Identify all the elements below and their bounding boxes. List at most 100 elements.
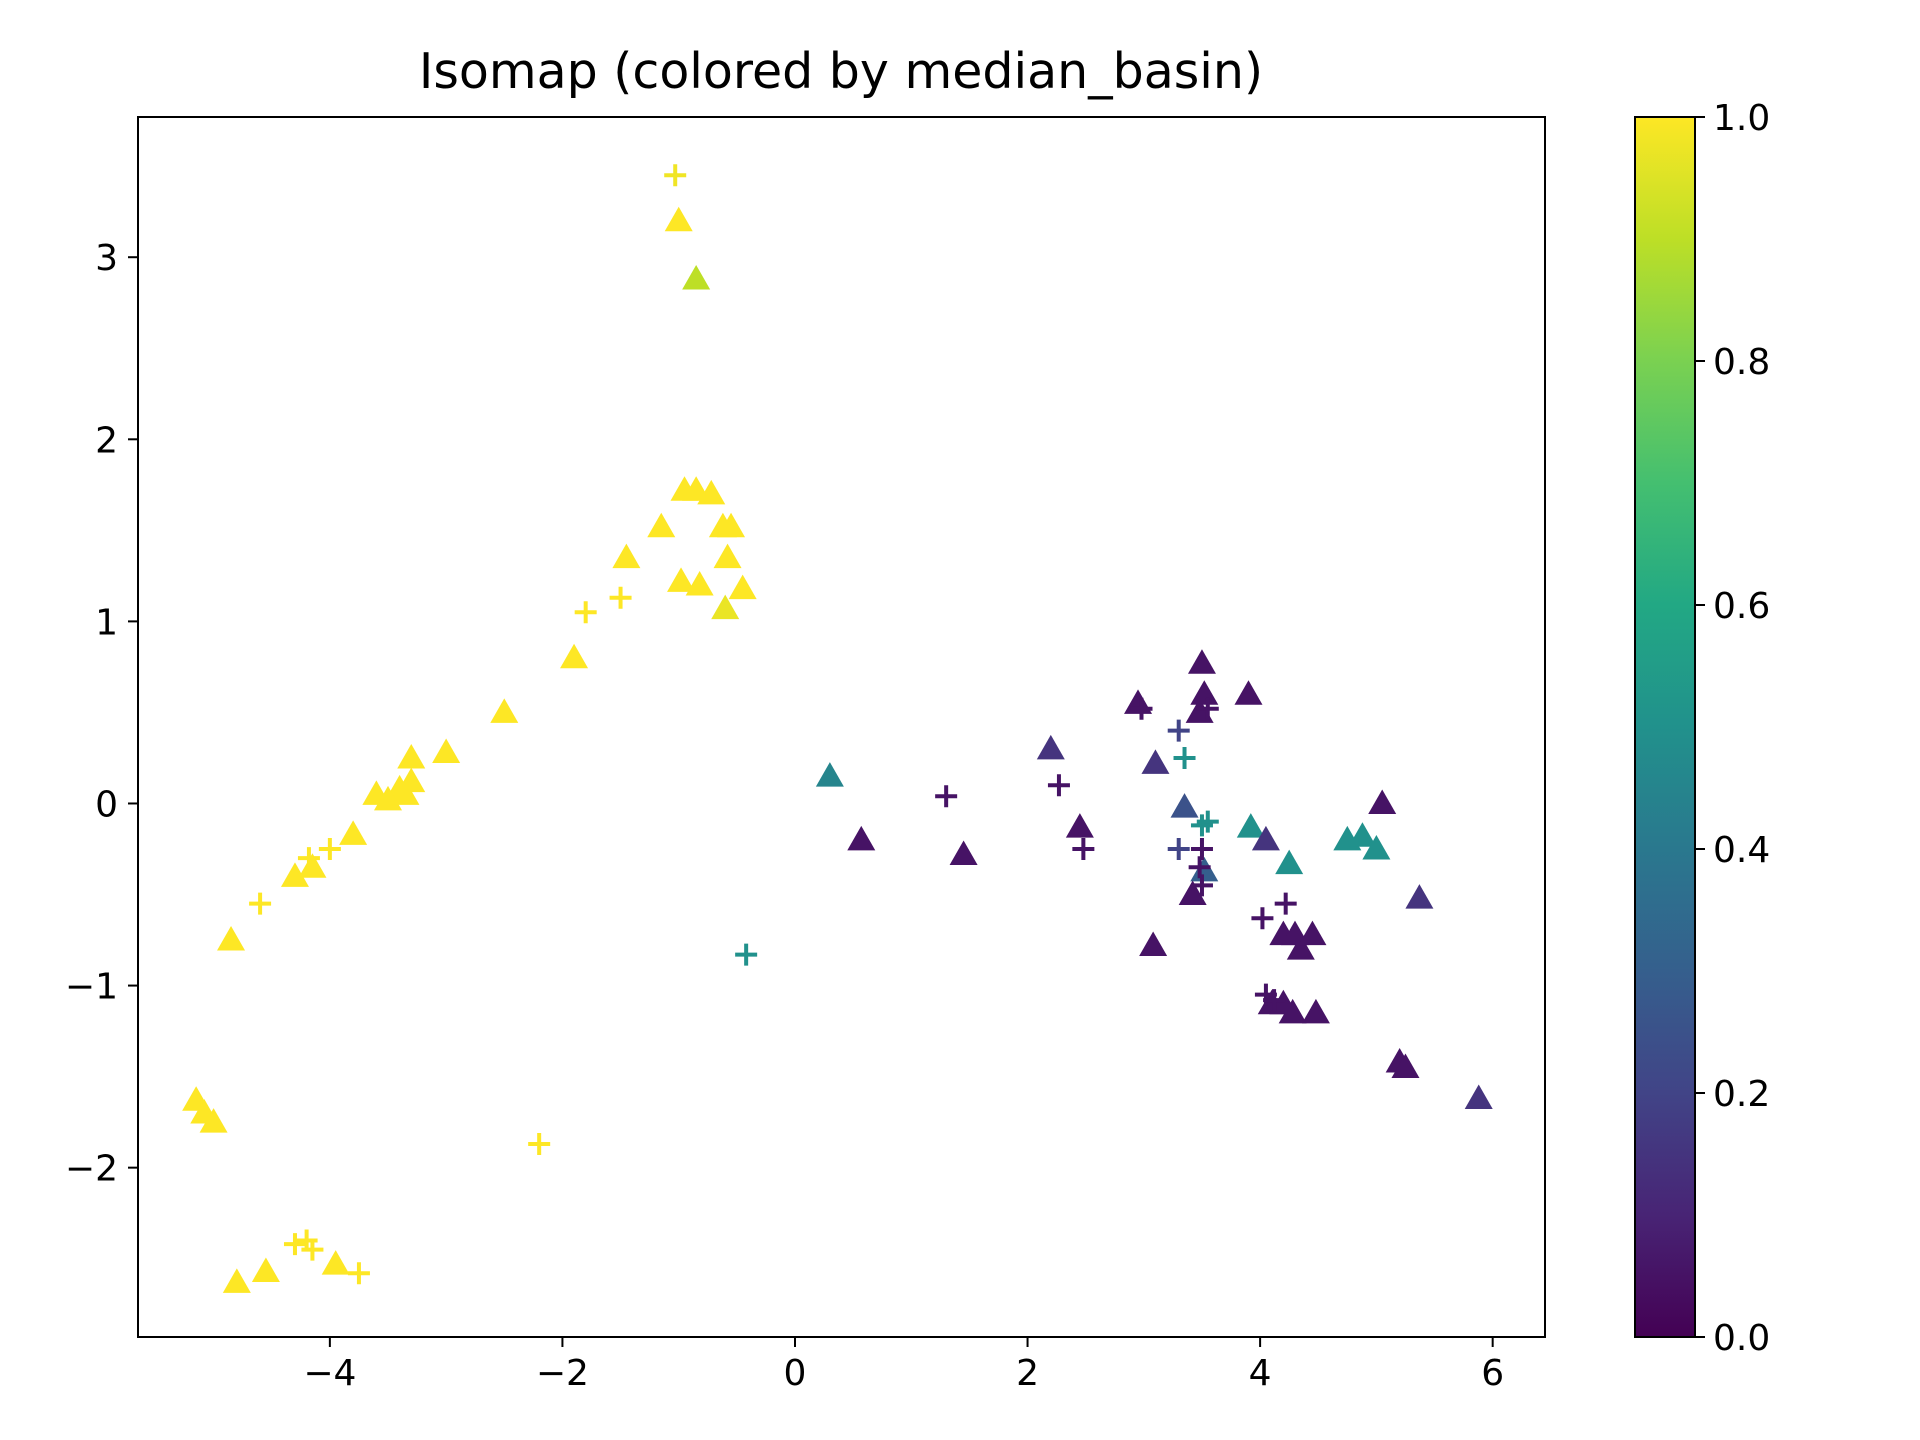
colorbar-axis: 0.0 0.2 0.4 0.6 0.8 1.0 — [1695, 98, 1770, 1359]
data-point-triangle — [717, 512, 746, 538]
colorbar-tick-label: 0.8 — [1713, 342, 1770, 383]
data-point-triangle — [1301, 998, 1330, 1024]
data-point-triangle — [222, 1268, 251, 1293]
data-point-triangle — [949, 840, 978, 865]
data-point-plus — [301, 1238, 324, 1261]
data-point-triangle — [1278, 998, 1307, 1024]
data-point-triangle — [1275, 849, 1304, 875]
data-point-plus — [283, 1233, 306, 1256]
data-point-plus — [318, 838, 341, 860]
data-point-plus — [1190, 874, 1213, 897]
plot-area-frame — [137, 116, 1546, 1338]
x-tick-label: −2 — [536, 1353, 589, 1394]
data-point-triangle — [667, 567, 696, 592]
data-point-triangle — [1178, 880, 1207, 906]
scatter-marks — [182, 164, 1493, 1293]
x-tick-label: −4 — [303, 1353, 356, 1394]
y-tick-label: 1 — [95, 602, 118, 643]
data-point-plus — [735, 943, 758, 966]
data-point-triangle — [1298, 920, 1327, 946]
x-axis: −4 −2 0 2 4 6 — [303, 1337, 1504, 1394]
data-point-triangle — [1391, 1053, 1420, 1079]
data-point-plus — [1072, 838, 1095, 860]
data-point-triangle — [1036, 734, 1065, 760]
data-point-triangle — [1405, 884, 1434, 909]
x-tick-label: 4 — [1249, 1353, 1272, 1394]
data-point-triangle — [490, 698, 519, 723]
data-point-triangle — [217, 926, 246, 951]
data-point-plus — [1196, 697, 1219, 720]
colorbar-tick-label: 1.0 — [1713, 98, 1770, 139]
data-point-plus — [1190, 838, 1213, 860]
data-point-triangle — [432, 738, 461, 763]
data-point-plus — [609, 586, 632, 609]
data-point-triangle — [1368, 789, 1397, 814]
data-point-triangle — [815, 762, 844, 787]
data-point-triangle — [321, 1250, 350, 1275]
data-point-plus — [347, 1262, 370, 1285]
data-point-plus — [574, 601, 597, 624]
data-point-triangle — [1170, 793, 1199, 818]
data-point-triangle — [697, 479, 726, 505]
data-point-triangle — [1236, 813, 1265, 838]
data-point-triangle — [711, 594, 740, 620]
data-point-triangle — [199, 1108, 228, 1133]
y-tick-label: −2 — [65, 1149, 118, 1190]
data-point-triangle — [391, 780, 420, 805]
data-point-plus — [1167, 719, 1190, 742]
data-point-triangle — [298, 853, 327, 878]
y-axis: −2 −1 0 1 2 3 — [65, 238, 138, 1190]
data-point-triangle — [1141, 749, 1170, 774]
data-point-triangle — [1464, 1084, 1493, 1109]
data-point-triangle — [1348, 822, 1377, 847]
data-point-triangle — [1234, 680, 1263, 705]
data-point-triangle — [1286, 935, 1315, 960]
x-tick-label: 2 — [1016, 1353, 1039, 1394]
data-point-triangle — [713, 543, 742, 569]
data-point-triangle — [612, 543, 641, 569]
data-point-triangle — [1362, 835, 1391, 860]
data-point-triangle — [1190, 680, 1219, 705]
data-point-plus — [528, 1132, 551, 1155]
data-point-plus — [1173, 746, 1196, 769]
data-point-triangle — [647, 512, 676, 538]
data-point-plus — [249, 892, 272, 915]
colorbar-tick-label: 0.6 — [1713, 586, 1770, 627]
data-point-triangle — [560, 643, 589, 669]
data-point-triangle — [397, 743, 426, 769]
data-point-plus — [297, 847, 320, 870]
data-point-triangle — [664, 206, 693, 232]
data-point-plus — [935, 785, 958, 808]
y-tick-label: 0 — [95, 784, 118, 825]
data-point-triangle — [280, 862, 309, 887]
data-point-plus — [1047, 774, 1070, 797]
x-tick-label: 0 — [784, 1353, 807, 1394]
data-point-plus — [1190, 814, 1213, 837]
data-point-triangle — [251, 1257, 280, 1282]
data-point-triangle — [339, 820, 368, 845]
data-point-plus — [1188, 856, 1211, 879]
x-tick-label: 6 — [1481, 1353, 1504, 1394]
data-point-triangle — [1187, 649, 1216, 674]
y-tick-label: 3 — [95, 238, 118, 279]
colorbar-tick-label: 0.4 — [1713, 830, 1770, 871]
y-tick-label: −1 — [65, 967, 118, 1008]
data-point-triangle — [847, 825, 876, 851]
data-point-plus — [1274, 892, 1297, 915]
chart-title: Isomap (colored by median_basin) — [419, 43, 1263, 100]
data-point-triangle — [1251, 825, 1280, 851]
colorbar-tick-label: 0.0 — [1713, 1318, 1770, 1359]
data-point-triangle — [682, 265, 711, 290]
data-point-plus — [1251, 907, 1274, 930]
colorbar-tick-label: 0.2 — [1713, 1074, 1770, 1115]
data-point-plus — [1130, 697, 1153, 720]
colorbar — [1634, 116, 1696, 1338]
y-tick-label: 2 — [95, 420, 118, 461]
data-point-triangle — [728, 574, 757, 600]
data-point-plus — [1167, 838, 1190, 860]
data-point-triangle — [1065, 813, 1094, 838]
data-point-plus — [1263, 989, 1286, 1012]
data-point-triangle — [685, 570, 714, 596]
